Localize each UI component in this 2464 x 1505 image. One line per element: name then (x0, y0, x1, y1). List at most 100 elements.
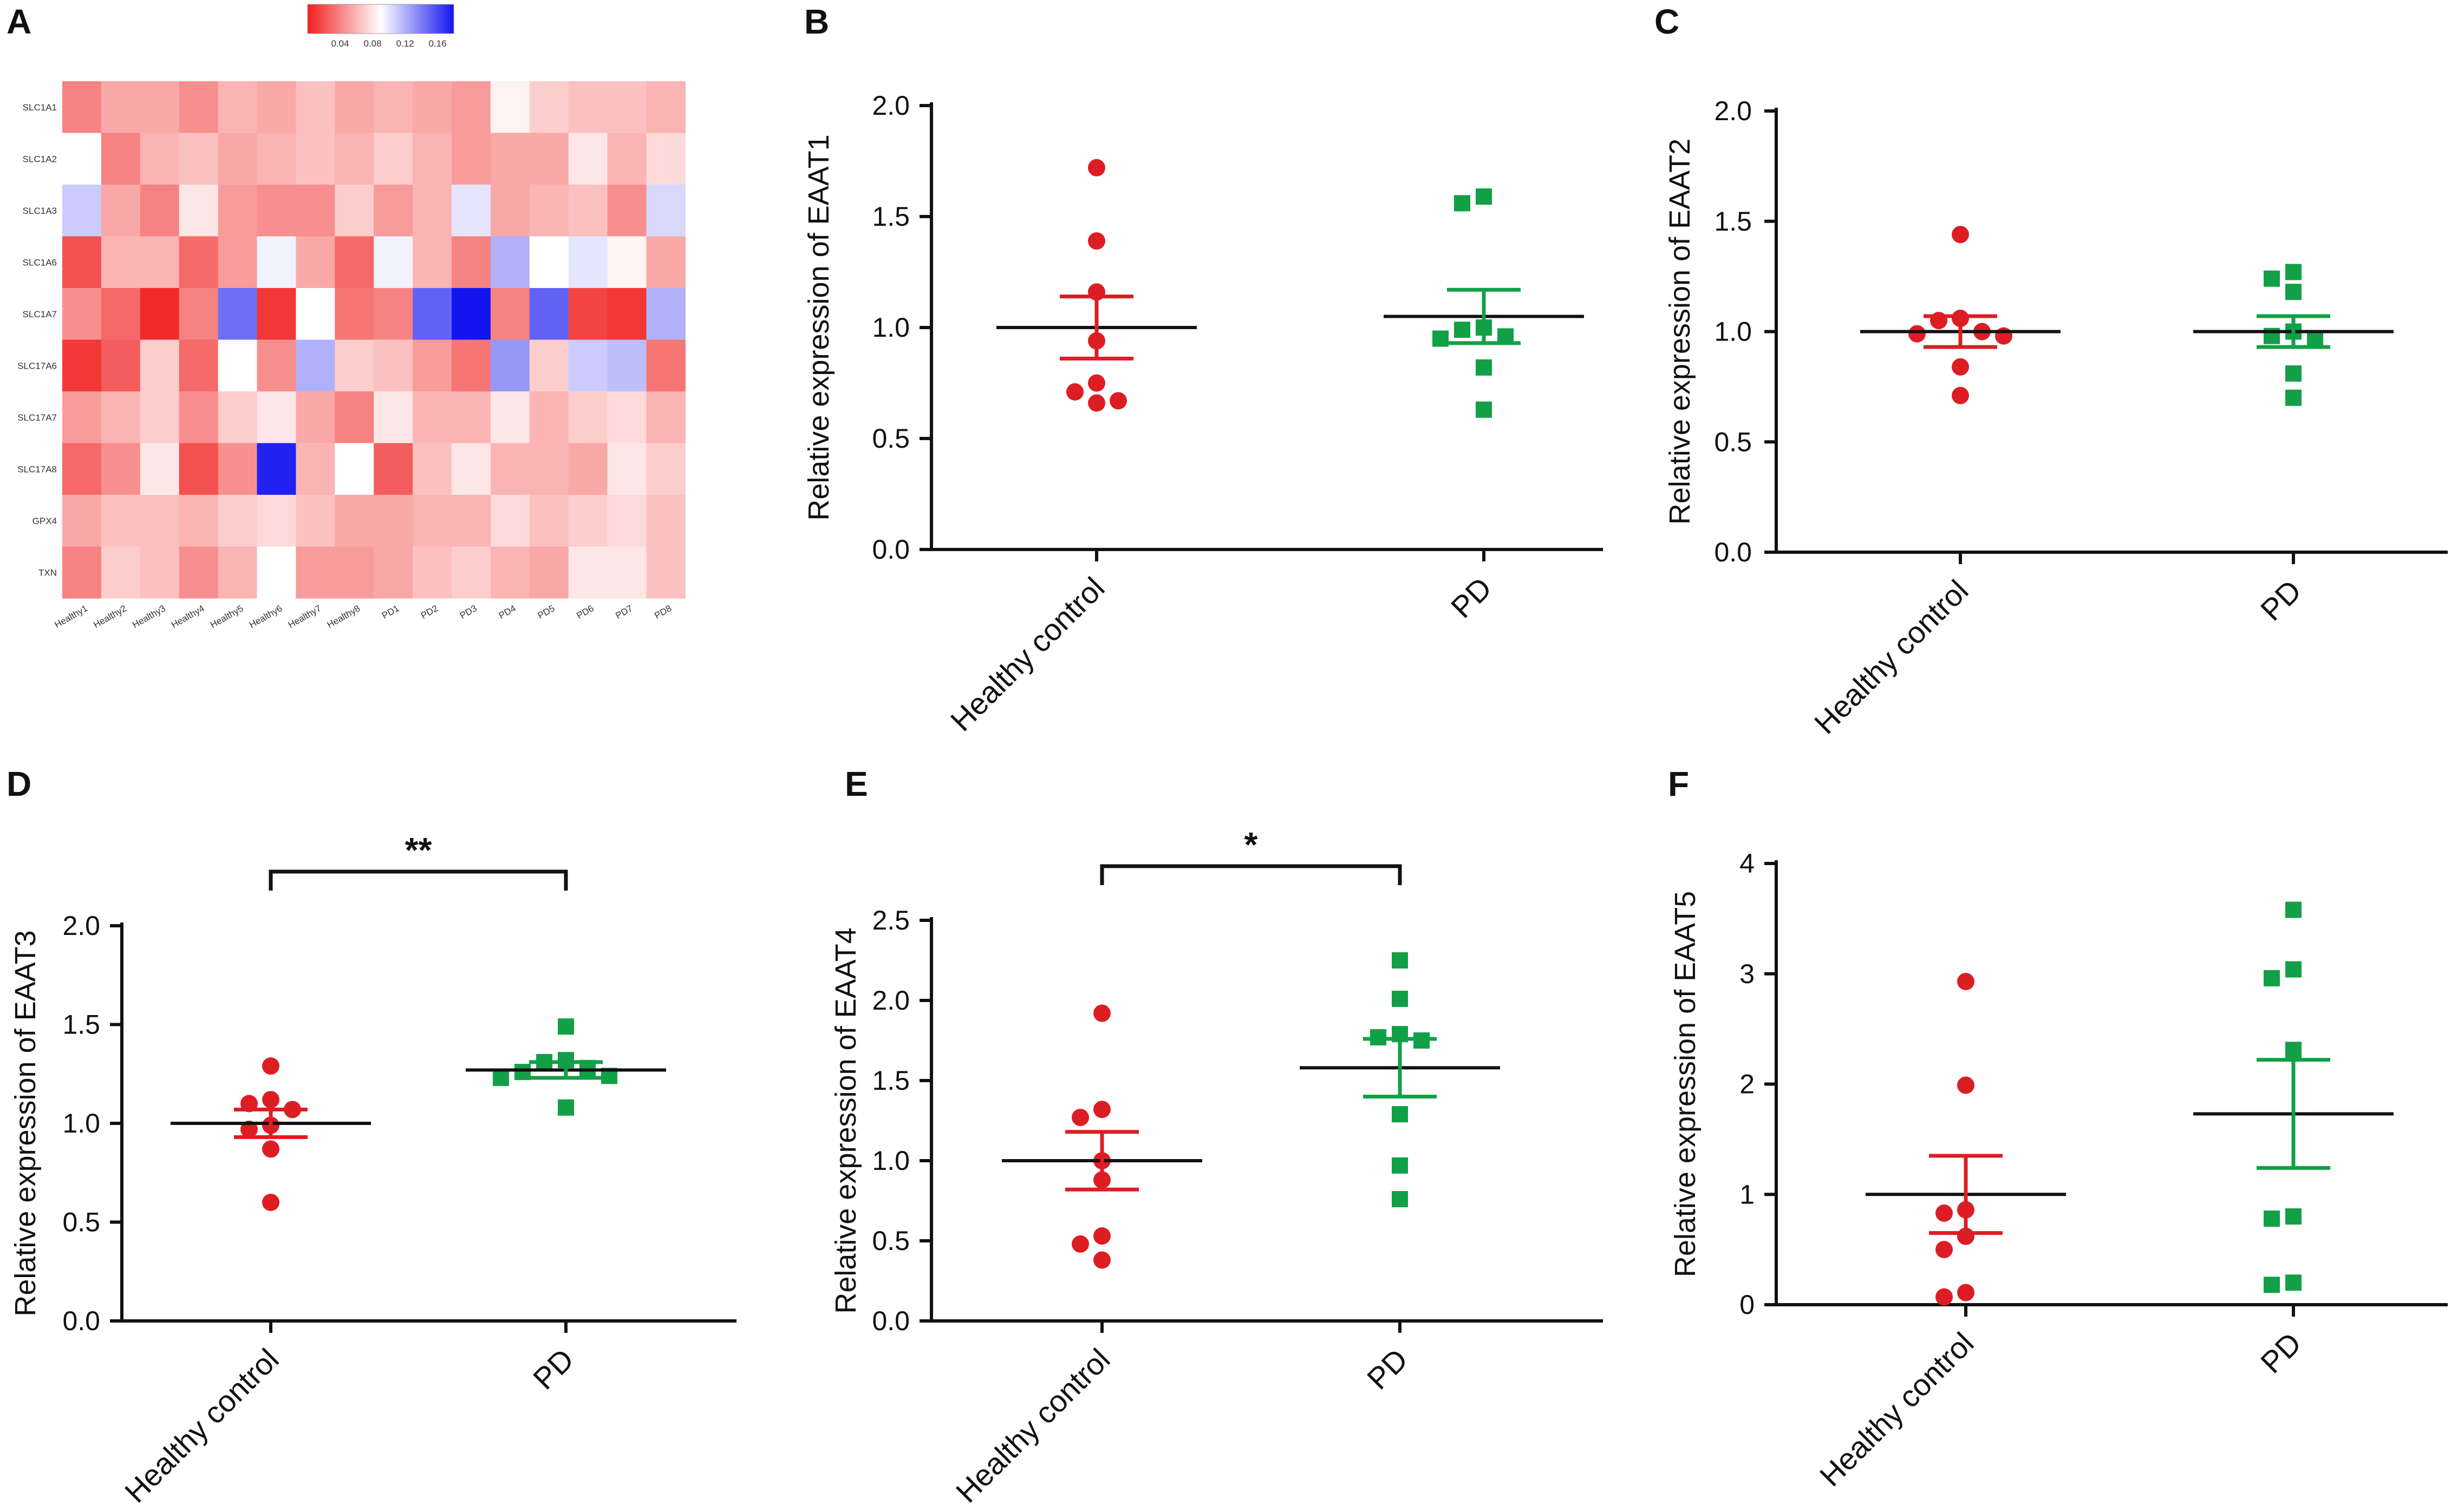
heatmap-cell (568, 443, 608, 495)
heatmap-cell (257, 185, 296, 237)
heatmap-cell (452, 81, 491, 134)
heatmap-cell (296, 546, 335, 599)
heatmap-cell (568, 236, 608, 289)
heatmap-cell (568, 288, 608, 341)
data-point-square (2285, 901, 2302, 918)
heatmap-cell (218, 81, 258, 134)
heatmap-cell (607, 391, 647, 444)
heatmap-cell (140, 339, 180, 392)
heatmap-cell (140, 391, 180, 444)
series-pd (2193, 901, 2394, 1293)
heatmap-cell (374, 391, 413, 444)
series-pd (466, 1018, 666, 1116)
y-tick-label: 1.0 (872, 312, 910, 343)
heatmap-cell (101, 443, 141, 495)
heatmap-cell (296, 288, 335, 341)
heatmap-cell (490, 443, 530, 495)
y-tick-label: 1.5 (1714, 206, 1752, 237)
panel-e-scatter: E 0.0 0.5 1.0 1.5 2.0 2.5 Relative expression o… (830, 764, 1603, 1505)
heatmap-cell (646, 185, 686, 237)
heatmap-cell (296, 236, 335, 289)
heatmap-cell (452, 546, 491, 599)
heatmap-cell (490, 133, 530, 185)
heatmap-cell (257, 391, 296, 444)
heatmap-cell (490, 495, 530, 547)
heatmap-cell (607, 185, 647, 237)
data-point-square (1392, 952, 1408, 969)
series-healthy-control (1860, 226, 2061, 404)
data-point-square (558, 1099, 574, 1116)
data-point-square (2285, 1274, 2302, 1291)
heatmap-cell (413, 185, 452, 237)
y-tick-label: 3 (1739, 959, 1755, 989)
heatmap-cell (101, 495, 141, 547)
series-healthy-control (1866, 973, 2066, 1306)
heatmap-cell (179, 288, 219, 341)
panel-letter-f: F (1668, 764, 1689, 803)
heatmap-cell (607, 546, 647, 599)
heatmap-cell (62, 391, 102, 444)
heatmap-cell (179, 236, 219, 289)
x-category-label: Healthy control (118, 1342, 285, 1505)
data-point-square (1392, 991, 1408, 1007)
heatmap-cell (607, 236, 647, 289)
data-point-square (1432, 330, 1449, 347)
data-point-circle (1935, 1241, 1953, 1259)
panel-c-scatter: C 0.0 0.5 1.0 1.5 2.0 Relative expression of E… (1654, 2, 2448, 741)
panel-d-scatter: D 0.0 0.5 1.0 1.5 2.0 Relative expression of E… (6, 764, 736, 1505)
data-point-square (1476, 401, 1492, 418)
data-point-square (2264, 970, 2280, 986)
heatmap-column-label: Healthy2 (92, 603, 128, 630)
data-point-circle (262, 1057, 279, 1075)
y-tick-label: 2 (1739, 1069, 1755, 1100)
heatmap-cell (218, 443, 258, 495)
heatmap-column-label: PD3 (458, 603, 479, 621)
heatmap-cell (529, 391, 569, 444)
data-point-circle (1957, 1284, 1974, 1301)
x-category-label: Healthy control (944, 571, 1111, 738)
x-category-label: Healthy control (1813, 1326, 1980, 1493)
heatmap-column-label: PD2 (419, 603, 440, 621)
heatmap-cell (646, 288, 686, 341)
heatmap-cell (529, 495, 569, 547)
heatmap-cell (452, 133, 491, 185)
data-point-circle (1952, 358, 1969, 376)
heatmap-row-label: SLC17A7 (17, 413, 57, 423)
y-tick-label: 1.5 (872, 1065, 910, 1096)
heatmap-cell (140, 495, 180, 547)
heatmap-cell (646, 391, 686, 444)
heatmap-cell (374, 546, 413, 599)
heatmap-cell (490, 185, 530, 237)
significance-label: * (1244, 825, 1258, 864)
heatmap-cell (413, 391, 452, 444)
heatmap-cell (218, 391, 258, 444)
heatmap-cell (140, 546, 180, 599)
heatmap-cell (140, 443, 180, 495)
heatmap-cell (374, 495, 413, 547)
data-point-circle (262, 1194, 279, 1211)
heatmap-cell (62, 81, 102, 134)
y-axis-title: Relative expression of EAAT2 (1664, 139, 1696, 525)
heatmap-cell (296, 443, 335, 495)
y-tick-label: 0.0 (872, 534, 910, 565)
heatmap-row-label: SLC1A1 (23, 102, 57, 113)
heatmap-cell (296, 185, 335, 237)
heatmap-cell (179, 339, 219, 392)
colorbar-tick-label: 0.12 (396, 38, 414, 49)
heatmap-cell (529, 339, 569, 392)
heatmap-cell (607, 495, 647, 547)
heatmap-cell (413, 133, 452, 185)
heatmap-cell (374, 236, 413, 289)
data-point-square (493, 1070, 509, 1087)
x-category-label: PD (2254, 573, 2308, 627)
heatmap-cell (296, 495, 335, 547)
x-category-label: Healthy control (949, 1342, 1117, 1505)
data-point-circle (262, 1140, 279, 1158)
data-point-square (1392, 1191, 1408, 1208)
panel-a-heatmap: A SLC1A1 SLC1A2 SLC1A3 SLC1A6 SLC1A7 SLC17A6 SL… (6, 2, 686, 630)
x-category-label: PD (1444, 571, 1498, 625)
series-pd (1384, 188, 1584, 418)
heatmap-cell (413, 495, 452, 547)
heatmap-cell (607, 81, 647, 134)
heatmap-cell (101, 236, 141, 289)
